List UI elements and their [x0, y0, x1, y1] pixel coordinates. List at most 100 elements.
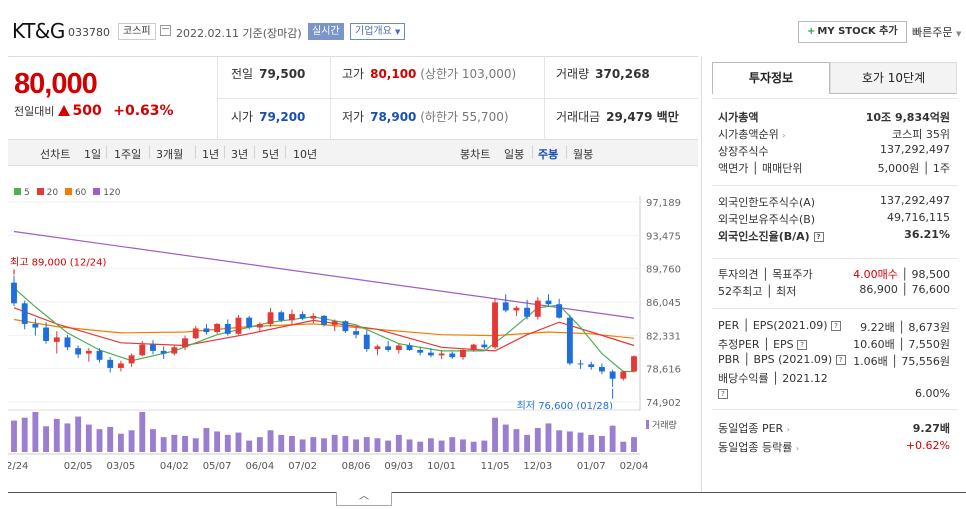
candle: [470, 344, 477, 350]
company-overview-dropdown[interactable]: 기업개요 ▼: [350, 23, 406, 40]
chevron-right-icon: ›: [782, 131, 786, 140]
candle: [321, 315, 327, 325]
volume-bar: [406, 439, 413, 452]
my-stock-add-button[interactable]: + MY STOCK 추가: [798, 21, 907, 43]
candle: [385, 346, 392, 350]
volume-bar: [299, 439, 306, 452]
candle-chart-label: 봉차트: [460, 148, 491, 161]
x-tick-label: 05/07: [203, 461, 232, 472]
tab-10y[interactable]: 10년: [293, 148, 318, 161]
tab-1d[interactable]: 1일: [84, 148, 102, 161]
volume-bar: [460, 439, 466, 452]
per-eps-row: PER │ EPS(2021.09) ? 9.22배 │ 8,673원: [718, 319, 950, 334]
x-tick-label: 12/03: [523, 461, 552, 472]
candle: [534, 300, 541, 317]
candle: [492, 302, 498, 348]
tab-investment-info[interactable]: 투자정보: [712, 62, 830, 94]
open-price: 시가 79,200: [231, 108, 305, 125]
volume-bar: [214, 431, 221, 452]
x-tick-label: 10/01: [427, 461, 456, 472]
volume-bar: [385, 440, 392, 452]
help-icon[interactable]: ?: [830, 321, 841, 331]
help-icon[interactable]: ?: [813, 232, 824, 242]
candle: [128, 355, 135, 364]
tab-daily-candle[interactable]: 일봉: [504, 148, 525, 161]
candle: [53, 337, 60, 342]
industry-change-row: 동일업종 등락률 › +0.62%: [718, 439, 950, 454]
tab-1y[interactable]: 1년: [202, 148, 220, 161]
dividend-value-row: ? 6.00%: [718, 387, 950, 404]
tab-separator: │: [146, 146, 153, 159]
volume-bar: [203, 428, 210, 452]
price-change: 전일대비 500 +0.63%: [14, 103, 174, 119]
candle: [460, 349, 466, 358]
divider: [8, 492, 966, 493]
volume-bar: [534, 428, 541, 452]
candle: [374, 346, 381, 350]
volume-bar: [598, 436, 605, 452]
volume-bar: [75, 416, 82, 452]
prev-close: 전일 79,500: [231, 65, 305, 82]
tab-separator: │: [103, 146, 110, 159]
change-percent: +0.63%: [113, 103, 174, 119]
volume-bar: [246, 440, 253, 452]
collapse-chart-button[interactable]: ︿: [336, 492, 392, 506]
x-tick-label: 08/06: [342, 461, 371, 472]
stock-chart[interactable]: 5 20 60 120 97,189 93,475 89,760 86,045 82,3…: [8, 166, 698, 492]
candle: [96, 350, 103, 360]
tab-1w[interactable]: 1주일: [114, 148, 142, 161]
chevron-right-icon: ›: [795, 444, 800, 453]
tab-5y[interactable]: 5년: [262, 148, 280, 161]
candle: [160, 350, 167, 354]
high-label: 고가: [342, 67, 365, 81]
volume-label: 거래량: [652, 419, 677, 431]
volume: 거래량 370,268: [556, 65, 650, 82]
candle: [171, 347, 178, 354]
tab-separator: │: [282, 146, 289, 159]
volume-bar: [267, 430, 274, 452]
calendar-icon: [160, 25, 171, 36]
volume-bar: [342, 436, 349, 452]
candle: [246, 317, 253, 328]
tab-orderbook-10[interactable]: 호가 10단계: [830, 62, 957, 94]
candle: [117, 363, 124, 368]
candle: [64, 337, 71, 348]
x-tick-label: 03/05: [106, 461, 135, 472]
volume-bar: [502, 424, 509, 452]
foreign-limit-row: 외국인한도주식수(A) 137,292,497: [718, 194, 950, 209]
legend-ma60: 60: [64, 188, 86, 198]
my-stock-label: MY STOCK 추가: [817, 26, 898, 37]
x-tick-label: 07/02: [288, 461, 317, 472]
tab-weekly-candle[interactable]: 주봉: [538, 148, 559, 161]
tab-monthly-candle[interactable]: 월봉: [573, 148, 594, 161]
volume-label: 거래량: [556, 67, 590, 81]
volume-bar: [53, 418, 60, 452]
tab-3y[interactable]: 3년: [231, 148, 249, 161]
volume-bar: [21, 417, 28, 452]
x-tick-label: 01/07: [577, 461, 606, 472]
tab-3m[interactable]: 3개월: [156, 148, 184, 161]
volume-bar: [620, 441, 627, 452]
candle: [85, 350, 92, 354]
x-tick-label: 11/05: [481, 461, 510, 472]
info-tabs: 투자정보 호가 10단계: [712, 62, 957, 94]
y-tick-label: 74,902: [646, 398, 681, 409]
candle: [524, 307, 531, 317]
candle: [353, 331, 360, 335]
volume-bar: [492, 417, 498, 452]
high-value: 80,100: [370, 67, 417, 81]
candle: [598, 367, 605, 372]
help-icon[interactable]: ?: [797, 340, 808, 350]
line-chart-label: 선차트: [40, 148, 71, 161]
quick-order-dropdown[interactable]: 빠른주문 ▼: [912, 24, 961, 40]
candle: [192, 328, 199, 339]
realtime-button[interactable]: 실시간: [308, 23, 344, 40]
volume-bar: [11, 420, 17, 452]
tab-separator: │: [192, 146, 199, 159]
help-icon[interactable]: ?: [718, 389, 728, 399]
candlestick-chart[interactable]: 97,189 93,475 89,760 86,045 82,331 78,616 74,9…: [8, 166, 698, 492]
ma5-line: [13, 287, 634, 373]
help-icon[interactable]: ?: [835, 355, 846, 365]
candle: [577, 363, 584, 365]
low-value: 78,900: [370, 110, 417, 124]
